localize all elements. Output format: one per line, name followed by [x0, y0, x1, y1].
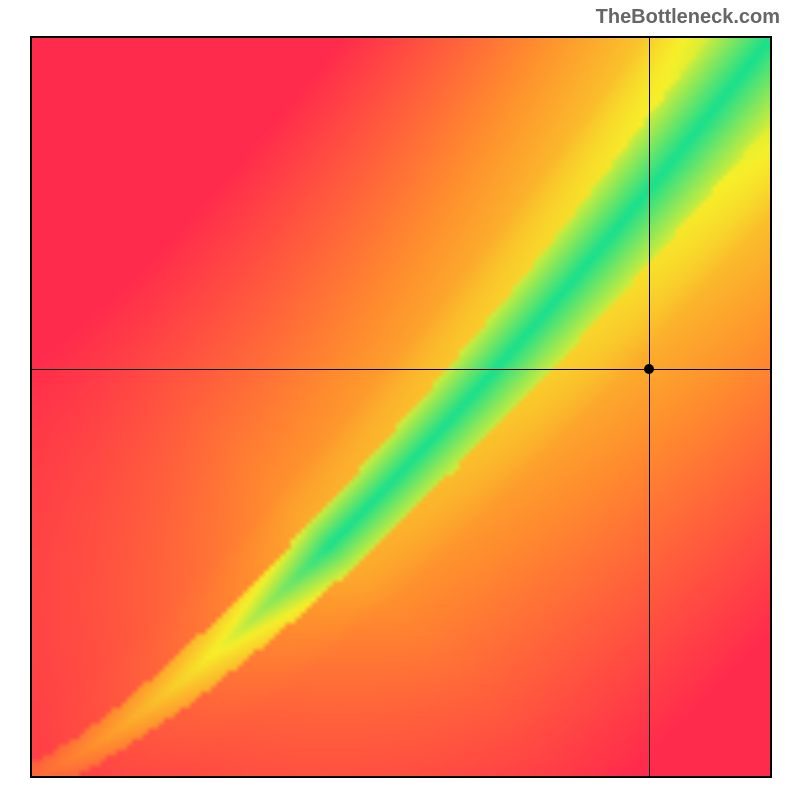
heatmap-chart	[30, 36, 772, 778]
watermark-text: TheBottleneck.com	[596, 6, 780, 29]
heatmap-canvas	[32, 38, 770, 776]
